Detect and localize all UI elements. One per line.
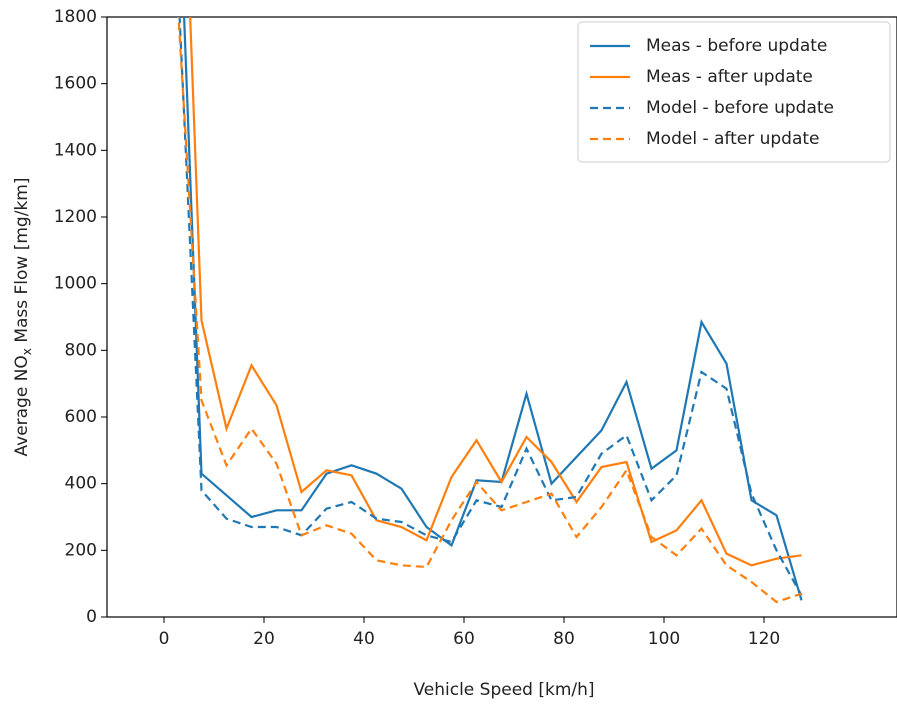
legend-label: Model - after update — [646, 129, 820, 149]
x-tick-label: 40 — [353, 629, 375, 649]
y-tick-label: 1200 — [54, 207, 97, 227]
legend-label: Meas - before update — [646, 36, 827, 56]
y-tick-label: 600 — [65, 407, 97, 427]
x-tick-label: 80 — [553, 629, 575, 649]
y-tick-label: 800 — [65, 340, 97, 360]
y-label-sub: x — [20, 348, 34, 355]
legend-label: Meas - after update — [646, 67, 813, 87]
series-line — [189, 17, 802, 567]
plot-frame — [106, 16, 897, 618]
y-tick-label: 1400 — [54, 140, 97, 160]
x-tick-label: 120 — [748, 629, 780, 649]
x-tick-label: 20 — [253, 629, 275, 649]
y-tick-label: 1000 — [54, 274, 97, 294]
series-line — [177, 17, 802, 604]
x-axis-label: Vehicle Speed [km/h] — [413, 680, 594, 700]
y-tick-label: 200 — [65, 540, 97, 560]
y-tick-label: 0 — [86, 607, 97, 627]
y-label-part: Mass Flow [mg/km] — [12, 178, 32, 349]
x-tick-label: 0 — [159, 629, 170, 649]
plot-area — [177, 17, 803, 604]
legend-label: Model - before update — [646, 98, 834, 118]
x-tick-label: 100 — [648, 629, 680, 649]
y-tick-label: 1800 — [54, 7, 97, 27]
series-line — [178, 17, 803, 596]
series-line — [183, 17, 803, 601]
y-label-part: Average NO — [12, 355, 32, 456]
y-axis-label: Average NOx Mass Flow [mg/km] — [12, 178, 34, 457]
legend-box — [577, 21, 891, 163]
y-tick-label: 400 — [65, 474, 97, 494]
x-tick-label: 60 — [453, 629, 475, 649]
y-tick-label: 1600 — [54, 74, 97, 94]
